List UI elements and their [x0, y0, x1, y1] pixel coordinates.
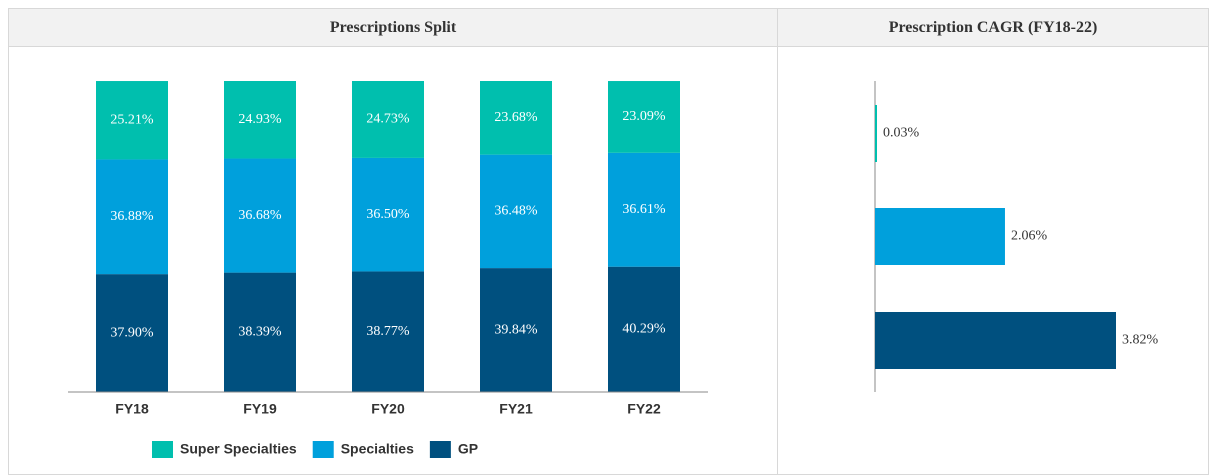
data-label: 24.93% [238, 112, 282, 127]
bar-segment [224, 81, 296, 159]
legend-label: Specialties [341, 441, 414, 457]
bar-segment [224, 272, 296, 392]
x-tick-label: FY18 [115, 401, 149, 417]
bar-segment [608, 266, 680, 392]
bar-segment [480, 268, 552, 392]
bar-segment [96, 81, 168, 160]
bar-segment [480, 154, 552, 269]
bar-segment [352, 81, 424, 158]
data-label: 23.68% [494, 110, 538, 125]
legend-swatch [152, 441, 173, 458]
data-label: 36.50% [366, 207, 410, 222]
legend-label: GP [458, 441, 478, 457]
legend-label: Super Specialties [180, 441, 297, 457]
data-label: 38.39% [238, 325, 282, 340]
cagr-panel: Prescription CAGR (FY18-22) [777, 8, 1209, 475]
data-label: 25.21% [110, 112, 154, 127]
bar-segment [608, 152, 680, 267]
data-label: 36.88% [110, 209, 154, 224]
data-label: 3.82% [1122, 333, 1159, 348]
chart-title: Prescription CAGR (FY18-22) [778, 9, 1208, 47]
bar-segment [352, 271, 424, 392]
data-label: 39.84% [494, 322, 538, 337]
data-label: 37.90% [110, 325, 154, 340]
x-tick-label: FY22 [627, 401, 661, 417]
legend-swatch [312, 441, 334, 458]
bar-segment [224, 158, 296, 273]
data-label: 40.29% [622, 322, 666, 337]
bar [875, 105, 877, 162]
bar-segment [96, 159, 168, 275]
bar [875, 312, 1116, 369]
data-label: 38.77% [366, 324, 410, 339]
data-label: 36.48% [494, 204, 538, 219]
x-tick-label: FY19 [243, 401, 277, 417]
bar-segment [608, 81, 680, 153]
bar [875, 208, 1005, 265]
data-label: 0.03% [883, 126, 920, 141]
legend-swatch [429, 441, 451, 458]
bar-segment [480, 81, 552, 155]
x-tick-label: FY21 [499, 401, 533, 417]
chart-title: Prescriptions Split [9, 9, 777, 47]
bar-segment [352, 157, 424, 272]
data-label: 23.09% [622, 109, 666, 124]
data-label: 36.61% [622, 202, 666, 217]
x-tick-label: FY20 [371, 401, 405, 417]
split-panel: Prescriptions Split [8, 8, 778, 475]
data-label: 2.06% [1011, 229, 1048, 244]
data-label: 36.68% [238, 208, 282, 223]
bar-segment [96, 274, 168, 392]
data-label: 24.73% [366, 112, 410, 127]
